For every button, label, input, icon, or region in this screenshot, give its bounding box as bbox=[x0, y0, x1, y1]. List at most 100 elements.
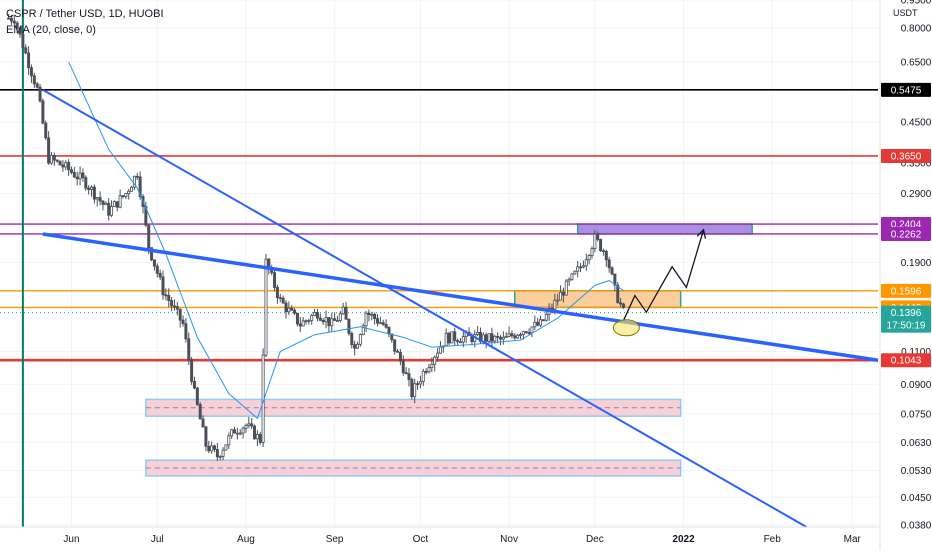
candle-body bbox=[170, 300, 174, 307]
candle-body bbox=[150, 247, 154, 261]
candle-body bbox=[381, 322, 385, 325]
candle-body bbox=[573, 270, 577, 275]
candle-body bbox=[135, 175, 139, 178]
level-label-0.5475-bg bbox=[881, 82, 931, 97]
candle-body bbox=[335, 320, 339, 322]
candle-body bbox=[241, 427, 245, 434]
candle-body bbox=[258, 433, 262, 443]
candle-body bbox=[158, 272, 162, 278]
candle-body bbox=[387, 326, 391, 335]
candle-body bbox=[81, 172, 85, 179]
candle-body bbox=[181, 319, 185, 325]
candle-body bbox=[370, 313, 374, 316]
trendline-0 bbox=[42, 232, 879, 362]
candle-body bbox=[38, 86, 42, 102]
candle-body bbox=[358, 334, 362, 345]
candle-body bbox=[567, 278, 571, 282]
candle-body bbox=[430, 363, 434, 368]
candle-body bbox=[255, 433, 259, 440]
candle-body bbox=[356, 343, 359, 349]
candle-body bbox=[478, 331, 482, 343]
candle-body bbox=[539, 319, 543, 326]
candle-body bbox=[190, 359, 194, 382]
candle-body bbox=[301, 320, 305, 327]
candle-body bbox=[619, 302, 623, 305]
candle-body bbox=[313, 312, 317, 316]
candle-body bbox=[530, 326, 534, 334]
candle-body bbox=[315, 312, 319, 319]
ema-group bbox=[68, 61, 624, 420]
candle-body bbox=[147, 224, 151, 249]
candle-body bbox=[376, 318, 379, 324]
candle-body bbox=[61, 164, 65, 168]
candle-body bbox=[101, 200, 105, 205]
candle-body bbox=[18, 27, 22, 35]
y-tick-label: 0.8000 bbox=[901, 24, 932, 35]
level-label-0.1043-bg bbox=[881, 353, 931, 368]
candle-body bbox=[401, 360, 405, 374]
candle-body bbox=[224, 444, 228, 451]
candle-body bbox=[204, 426, 208, 447]
candle-body bbox=[12, 20, 16, 24]
candle-body bbox=[524, 331, 528, 334]
candle-body bbox=[167, 294, 171, 301]
candle-body bbox=[416, 383, 420, 386]
indicator-legend[interactable]: EMA (20, close, 0) bbox=[6, 24, 96, 36]
candle-body bbox=[49, 155, 53, 164]
candle-body bbox=[458, 341, 462, 344]
zones bbox=[145, 223, 753, 477]
candle-body bbox=[35, 83, 39, 88]
candle-body bbox=[24, 47, 28, 54]
y-tick-label: 0.0750 bbox=[901, 409, 932, 420]
candle-body bbox=[367, 312, 371, 316]
candle-body bbox=[227, 435, 231, 446]
candle-body bbox=[238, 432, 242, 435]
candle-body bbox=[70, 169, 73, 173]
candle-body bbox=[244, 424, 248, 429]
x-tick-label: Dec bbox=[586, 534, 604, 545]
candle-body bbox=[553, 299, 557, 310]
x-tick-label: Feb bbox=[764, 534, 782, 545]
zone-0 bbox=[576, 223, 753, 235]
y-tick-label: 0.2900 bbox=[901, 189, 932, 200]
x-tick-label: Jun bbox=[63, 534, 79, 545]
y-tick-label: 0.1100 bbox=[901, 347, 931, 358]
candle-body bbox=[172, 305, 176, 308]
candle-body bbox=[278, 297, 282, 300]
candle-body bbox=[124, 193, 128, 197]
candle-body bbox=[253, 425, 257, 440]
candle-body bbox=[593, 233, 597, 249]
candle-body bbox=[364, 312, 368, 327]
candle-body bbox=[501, 336, 505, 340]
candle-body bbox=[161, 276, 165, 296]
candle-body bbox=[41, 100, 45, 124]
x-tick-label: 2022 bbox=[672, 534, 695, 545]
candle-body bbox=[513, 335, 517, 339]
candle-body bbox=[490, 333, 494, 342]
candle-body bbox=[107, 202, 111, 216]
candle-body bbox=[164, 294, 168, 297]
candle-body bbox=[493, 335, 497, 342]
candle-body bbox=[447, 332, 451, 344]
candles bbox=[7, 14, 625, 462]
candle-body bbox=[353, 344, 357, 349]
candle-body bbox=[453, 331, 457, 341]
candle-body bbox=[596, 233, 600, 240]
candle-body bbox=[235, 432, 239, 435]
candle-body bbox=[64, 162, 68, 168]
candle-body bbox=[318, 317, 322, 321]
candle-body bbox=[378, 322, 382, 325]
candle-body bbox=[290, 307, 294, 311]
zone-1 bbox=[514, 290, 682, 309]
candle-body bbox=[418, 381, 422, 385]
candle-body bbox=[556, 299, 560, 302]
candle-body bbox=[310, 315, 314, 321]
price-axis: 0.9500 0.8000 0.6500 0.4500 0.3500 0.2900 0.19… bbox=[879, 0, 932, 550]
candle-body bbox=[15, 22, 19, 29]
candle-body bbox=[9, 17, 13, 22]
candle-body bbox=[184, 323, 188, 340]
candle-body bbox=[616, 284, 620, 304]
candle-body bbox=[484, 334, 488, 342]
